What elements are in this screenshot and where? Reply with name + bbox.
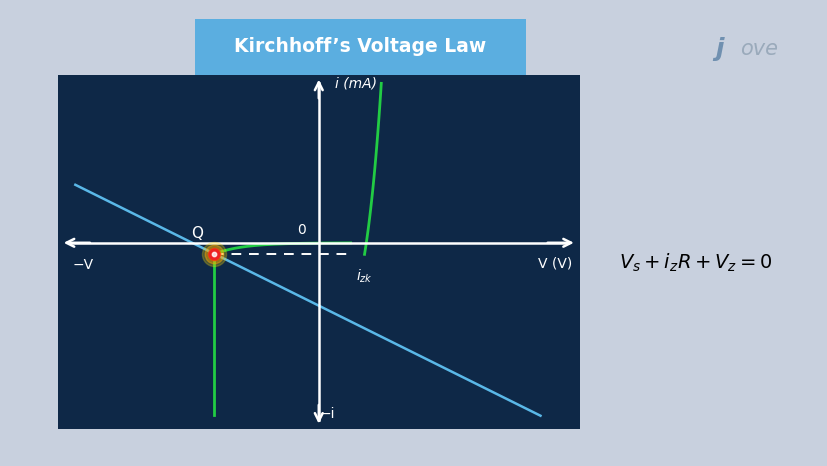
- Text: $i_{zk}$: $i_{zk}$: [356, 267, 373, 285]
- Text: ove: ove: [739, 39, 777, 59]
- Point: [208, 250, 221, 258]
- Point: [208, 250, 221, 258]
- Text: 0: 0: [297, 223, 306, 237]
- Text: Q: Q: [191, 226, 203, 241]
- Text: Kirchhoff’s Voltage Law: Kirchhoff’s Voltage Law: [234, 37, 485, 56]
- Text: V (V): V (V): [538, 256, 572, 270]
- Point: [208, 250, 221, 258]
- Text: −i: −i: [319, 407, 335, 421]
- Point: [208, 250, 221, 258]
- Text: j: j: [715, 37, 723, 61]
- Text: i (mA): i (mA): [335, 77, 376, 91]
- Text: $V_s + i_z R + V_z = 0$: $V_s + i_z R + V_z = 0$: [618, 252, 772, 274]
- Point: [208, 250, 221, 258]
- Text: −V: −V: [73, 258, 93, 272]
